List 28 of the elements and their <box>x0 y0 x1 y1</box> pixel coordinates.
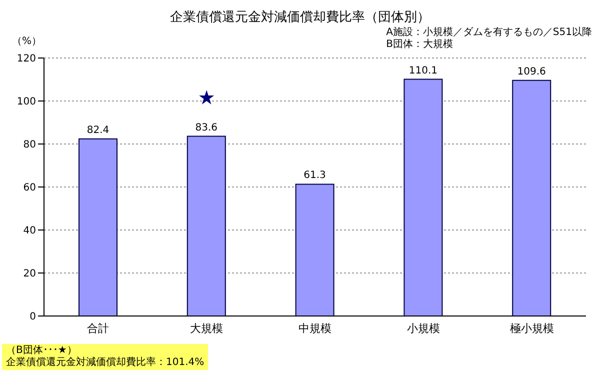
text: B団体：大規模 <box>386 39 454 51</box>
x-tick-label: 中規模 <box>298 322 332 335</box>
text: （B団体･･･★） <box>6 345 78 356</box>
data-label: 82.4 <box>86 124 110 136</box>
data-label: 110.1 <box>408 65 438 76</box>
x-tick-label: 合計 <box>87 322 110 335</box>
chart-title: 企業債償還元金対減価償却費比率（団体別） <box>169 9 431 26</box>
data-label: 61.3 <box>304 170 326 182</box>
bar <box>78 138 118 316</box>
bar <box>512 80 552 316</box>
y-tick-label: 0 <box>30 312 36 323</box>
y-tick-label: 120 <box>16 54 36 65</box>
text: 企業債償還元金対減価償却費比率：101.4% <box>6 357 204 369</box>
bar <box>186 136 226 316</box>
data-label: 83.6 <box>195 122 218 134</box>
y-tick-label: 20 <box>23 268 36 280</box>
x-tick-label: 極小規模 <box>510 322 554 335</box>
bar <box>295 184 334 316</box>
text: A施設：小規模／ダムを有するもの／S51以降 <box>386 27 592 38</box>
y-tick-label: 100 <box>16 96 36 108</box>
y-tick-label: 60 <box>23 182 36 194</box>
data-label: 109.6 <box>517 66 546 78</box>
bar <box>404 78 443 316</box>
y-tick-label: 80 <box>23 140 36 151</box>
y-tick-label: 40 <box>23 226 36 237</box>
x-tick-label: 小規模 <box>406 322 440 335</box>
x-tick-label: 大規模 <box>190 322 224 335</box>
y-axis-title: （%） <box>12 35 42 48</box>
